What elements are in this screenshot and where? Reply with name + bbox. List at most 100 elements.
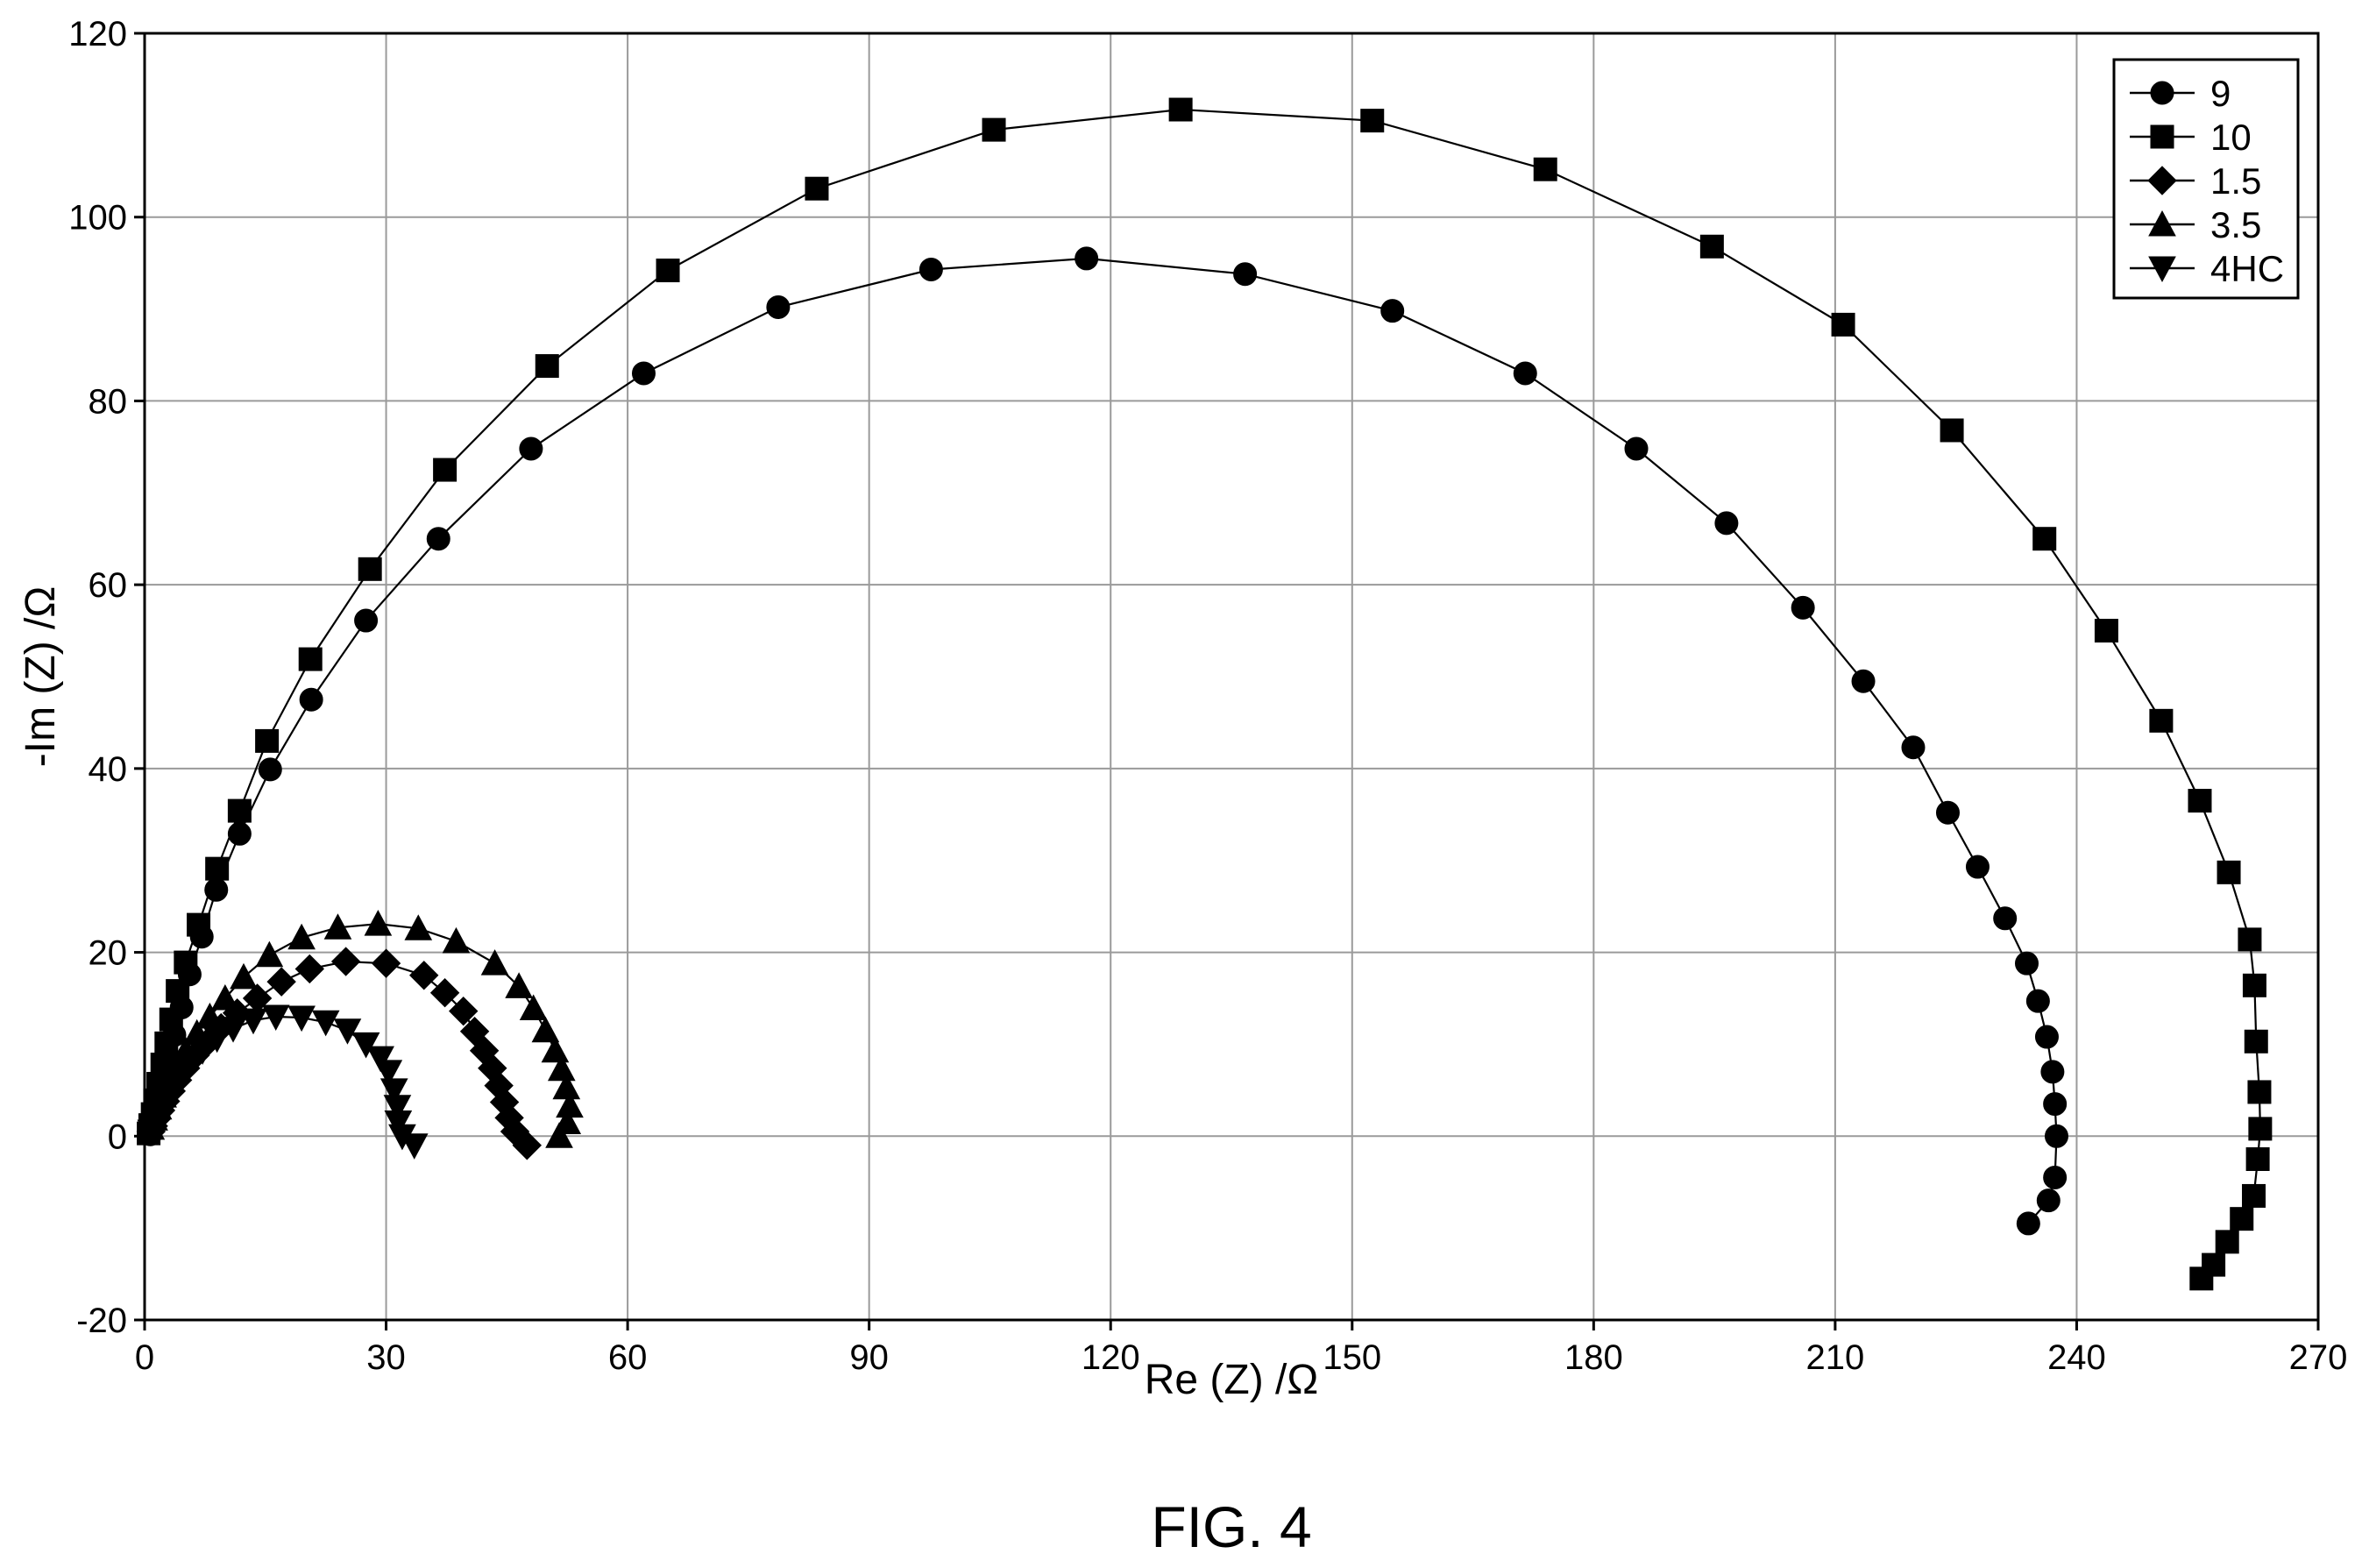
- data-point: [553, 1108, 582, 1135]
- legend-item: 3.5: [2130, 204, 2261, 245]
- legend-marker: [2150, 124, 2174, 149]
- x-tick-label: 0: [135, 1338, 154, 1377]
- data-point: [400, 1133, 429, 1160]
- data-point: [1360, 109, 1385, 133]
- legend-label: 10: [2210, 117, 2252, 158]
- data-point: [1513, 361, 1537, 386]
- data-point: [2014, 951, 2039, 976]
- data-point: [166, 979, 190, 1004]
- data-point: [366, 1046, 394, 1073]
- data-point: [298, 647, 323, 671]
- data-point: [1699, 234, 1724, 259]
- y-axis-ticks: -20 0 20 40 60 80 100 120: [68, 15, 145, 1340]
- data-point: [409, 961, 439, 990]
- data-point: [174, 950, 198, 975]
- data-point: [2247, 1080, 2272, 1104]
- y-tick-label: 20: [89, 934, 128, 973]
- data-point: [227, 798, 252, 823]
- data-point: [2188, 789, 2212, 813]
- legend-marker: [2148, 256, 2176, 283]
- data-point: [239, 1008, 267, 1035]
- data-point: [1901, 735, 1926, 760]
- series-line-10: [147, 108, 2262, 1280]
- data-point: [2217, 860, 2241, 884]
- y-tick-label: -20: [76, 1302, 127, 1340]
- data-point: [2248, 1117, 2273, 1141]
- y-tick-label: 40: [89, 750, 128, 789]
- x-tick-label: 60: [608, 1338, 648, 1377]
- y-tick-label: 80: [89, 382, 128, 421]
- data-point: [1935, 800, 1960, 825]
- x-tick-label: 150: [1323, 1338, 1381, 1377]
- data-point: [311, 1010, 340, 1037]
- data-point: [2043, 1092, 2068, 1117]
- x-tick-label: 90: [849, 1338, 889, 1377]
- x-tick-label: 240: [2047, 1338, 2106, 1377]
- data-point: [1791, 595, 1815, 620]
- legend-label: 9: [2210, 73, 2231, 114]
- series-line-9: [149, 257, 2058, 1224]
- y-axis-label: -Im (Z) /Ω: [18, 586, 64, 767]
- x-tick-label: 180: [1564, 1338, 1623, 1377]
- data-point: [2025, 989, 2050, 1013]
- data-point: [2016, 1211, 2040, 1236]
- y-tick-label: 0: [108, 1117, 127, 1156]
- legend-box: [2112, 58, 2300, 300]
- data-point: [656, 259, 680, 283]
- data-point: [1533, 157, 1557, 181]
- data-point: [330, 947, 361, 976]
- legend-item: 1.5: [2130, 160, 2261, 202]
- data-point: [323, 913, 352, 940]
- data-point: [258, 757, 282, 782]
- y-tick-label: 120: [68, 15, 127, 53]
- x-axis-label: Re (Z) /Ω: [1145, 1357, 1319, 1403]
- data-point: [227, 821, 252, 846]
- x-tick-label: 270: [2289, 1338, 2348, 1377]
- legend-item: 9: [2130, 73, 2231, 114]
- data-point: [552, 1073, 581, 1100]
- x-tick-label: 210: [1806, 1338, 1865, 1377]
- data-point: [442, 926, 471, 954]
- data-point: [294, 954, 325, 984]
- data-point: [211, 983, 239, 1011]
- data-point: [255, 728, 280, 753]
- data-point: [261, 1004, 290, 1032]
- data-point: [2238, 927, 2262, 952]
- legend-item: 10: [2130, 117, 2252, 158]
- data-point: [449, 996, 479, 1026]
- data-point: [2149, 708, 2174, 733]
- x-tick-label: 120: [1082, 1338, 1140, 1377]
- data-point: [287, 1005, 316, 1032]
- data-point: [404, 914, 433, 940]
- data-point: [379, 1078, 408, 1104]
- data-point: [2230, 1207, 2254, 1231]
- data-point: [2036, 1188, 2061, 1213]
- data-point: [433, 458, 458, 482]
- data-point: [333, 1018, 362, 1045]
- data-point: [364, 910, 393, 936]
- figure-caption: FIG. 4: [1151, 1494, 1311, 1559]
- data-point: [371, 948, 401, 978]
- data-point: [2094, 619, 2118, 643]
- data-point: [287, 923, 316, 950]
- legend-marker: [2147, 166, 2177, 195]
- data-point: [2034, 1025, 2059, 1049]
- data-point: [255, 940, 284, 968]
- data-point: [2215, 1230, 2239, 1254]
- legend-marker: [2148, 209, 2176, 237]
- data-point: [535, 354, 559, 379]
- legend-label: 4HC: [2210, 248, 2284, 289]
- data-point: [1965, 855, 1990, 879]
- data-point: [1851, 669, 1876, 693]
- data-point: [205, 856, 230, 881]
- data-point: [1831, 312, 1855, 337]
- data-point: [1380, 299, 1405, 323]
- data-point: [429, 978, 460, 1008]
- series-points-10: [137, 97, 2273, 1291]
- data-point: [358, 557, 382, 581]
- data-point: [230, 962, 258, 990]
- data-point: [2043, 1165, 2068, 1189]
- legend-label: 3.5: [2210, 204, 2261, 245]
- series-points-4HC: [137, 1004, 429, 1160]
